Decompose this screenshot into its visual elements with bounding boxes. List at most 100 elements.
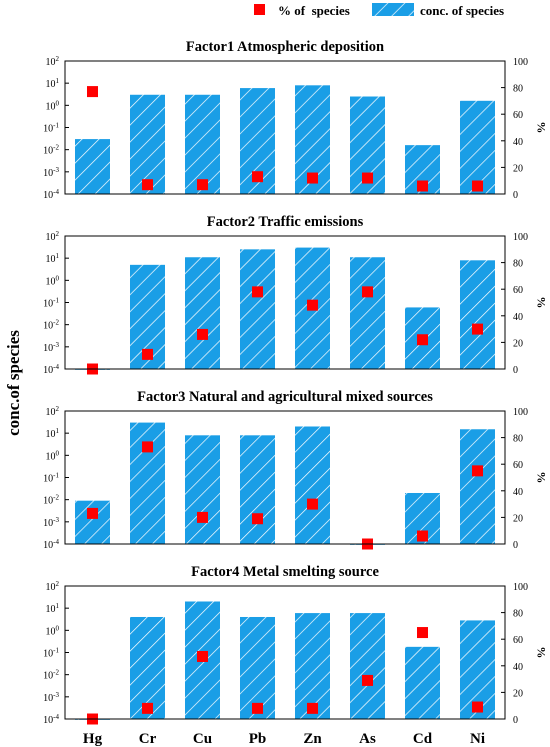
left-tick-label: 102 (46, 55, 60, 68)
right-tick-label: 0 (513, 715, 518, 726)
category-label-ni: Ni (470, 731, 485, 747)
marker-zn (307, 299, 318, 311)
left-tick-label: 101 (46, 602, 60, 615)
marker-cu (197, 511, 208, 523)
bar-cu (185, 257, 220, 369)
marker-cr (142, 702, 153, 714)
right-tick-label: 20 (513, 688, 523, 699)
marker-pb (252, 286, 263, 298)
category-label-hg: Hg (83, 731, 103, 747)
chart-panel-4: Factor4 Metal smelting source 10-4 10-3 10-… (43, 564, 548, 747)
marker-cd (417, 627, 428, 639)
y-axis-label: conc.of species (4, 330, 23, 436)
left-tick-label: 10-1 (43, 647, 59, 660)
legend-conc-label: conc. of species (420, 3, 504, 18)
marker-ni (472, 180, 483, 192)
left-tick-label: 10-3 (43, 516, 59, 529)
right-tick-label: 40 (513, 662, 523, 673)
bar-zn (295, 613, 330, 719)
right-tick-label: 60 (513, 285, 523, 296)
left-tick-label: 100 (46, 99, 60, 112)
right-tick-label: 20 (513, 163, 523, 174)
bar-pb (240, 616, 275, 719)
marker-pb (252, 513, 263, 525)
bar-pb (240, 249, 275, 369)
marker-cr (142, 441, 153, 453)
right-tick-label: 40 (513, 137, 523, 148)
chart-panel-3: Factor3 Natural and agricultural mixed s… (43, 389, 548, 551)
left-tick-label: 102 (46, 580, 60, 593)
right-tick-label: 20 (513, 513, 523, 524)
right-tick-label: 60 (513, 460, 523, 471)
right-axis-label: % (534, 647, 548, 659)
marker-ni (472, 701, 483, 713)
chart-panel-1: Factor1 Atmospheric deposition 10-4 10-3 10… (43, 39, 548, 201)
marker-ni (472, 323, 483, 335)
left-tick-label: 101 (46, 427, 60, 440)
marker-cd (417, 530, 428, 542)
bar-ni (460, 100, 495, 194)
category-label-zn: Zn (303, 731, 322, 747)
left-tick-label: 102 (46, 230, 60, 243)
left-tick-label: 10-4 (43, 538, 59, 551)
bar-cr (130, 94, 165, 194)
left-tick-label: 10-4 (43, 363, 59, 376)
chart-title: Factor1 Atmospheric deposition (186, 39, 384, 55)
left-tick-label: 100 (46, 274, 60, 287)
left-tick-label: 10-2 (43, 319, 59, 332)
left-tick-label: 10-3 (43, 341, 59, 354)
bar-hg (75, 500, 110, 544)
right-axis-label: % (534, 122, 548, 134)
bar-cd (405, 646, 440, 719)
right-axis-label: % (534, 297, 548, 309)
left-tick-label: 10-3 (43, 166, 59, 179)
right-tick-label: 100 (513, 57, 528, 68)
marker-zn (307, 702, 318, 714)
bar-as (350, 613, 385, 719)
left-tick-label: 101 (46, 252, 60, 265)
marker-hg (87, 86, 98, 98)
marker-as (362, 286, 373, 298)
left-tick-label: 10-3 (43, 691, 59, 704)
right-tick-label: 40 (513, 312, 523, 323)
marker-cu (197, 328, 208, 340)
right-axis-label: % (534, 472, 548, 484)
right-tick-label: 100 (513, 232, 528, 243)
category-label-cd: Cd (413, 731, 433, 747)
chart-title: Factor4 Metal smelting source (191, 564, 379, 580)
bar-ni (460, 429, 495, 544)
marker-cr (142, 179, 153, 191)
left-tick-label: 100 (46, 449, 60, 462)
marker-cu (197, 650, 208, 662)
bar-cr (130, 616, 165, 719)
right-tick-label: 80 (513, 434, 523, 445)
bar-cr (130, 422, 165, 544)
marker-pb (252, 702, 263, 714)
marker-zn (307, 172, 318, 184)
left-tick-label: 100 (46, 624, 60, 637)
right-tick-label: 60 (513, 110, 523, 121)
chart-panels: Factor1 Atmospheric deposition 10-4 10-3 10… (43, 39, 548, 747)
marker-as (362, 674, 373, 686)
right-tick-label: 40 (513, 487, 523, 498)
left-tick-label: 10-1 (43, 122, 59, 135)
right-tick-label: 20 (513, 338, 523, 349)
category-label-cr: Cr (139, 731, 157, 747)
bar-hg (75, 139, 110, 194)
left-tick-label: 10-1 (43, 472, 59, 485)
category-label-cu: Cu (193, 731, 212, 747)
marker-ni (472, 465, 483, 477)
marker-zn (307, 498, 318, 510)
marker-hg (87, 507, 98, 519)
right-tick-label: 80 (513, 84, 523, 95)
marker-cu (197, 179, 208, 191)
marker-cr (142, 348, 153, 360)
left-tick-label: 10-2 (43, 144, 59, 157)
bar-ni (460, 260, 495, 369)
marker-as (362, 172, 373, 184)
right-tick-label: 80 (513, 259, 523, 270)
category-label-as: As (359, 731, 376, 747)
marker-cd (417, 334, 428, 346)
left-tick-label: 101 (46, 77, 60, 90)
